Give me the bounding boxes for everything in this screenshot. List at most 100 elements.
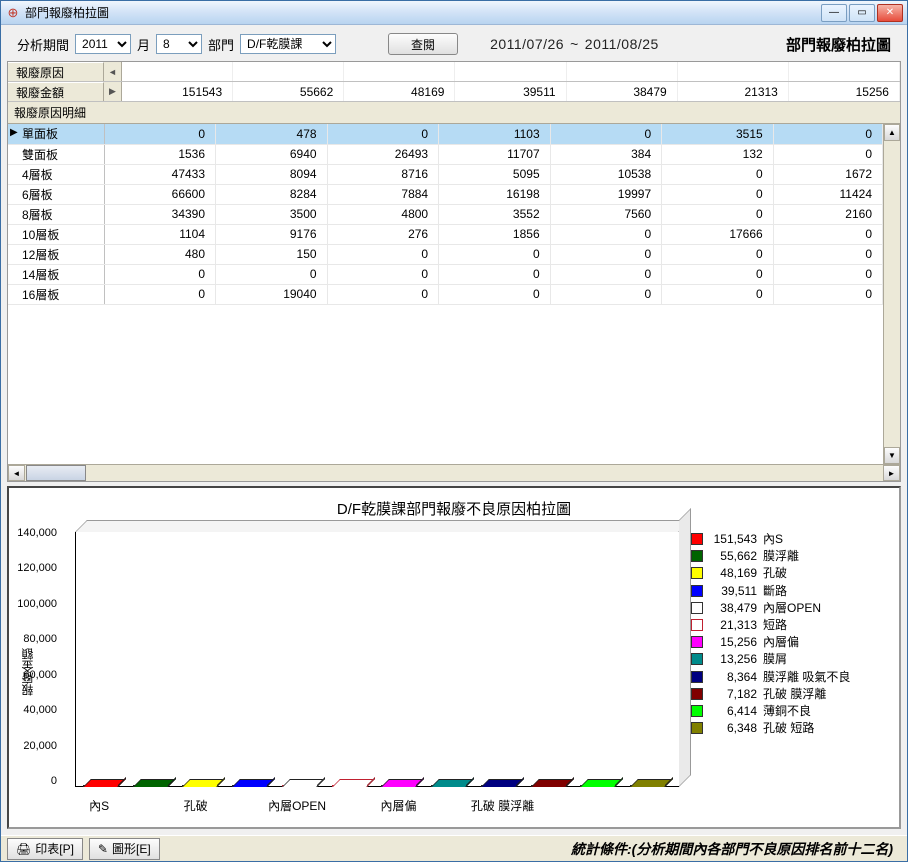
summary-reason-cell (789, 62, 900, 81)
legend-item: 13,256 膜屑 (691, 651, 891, 667)
legend-item: 21,313 短路 (691, 617, 891, 633)
xtick-label: 孔破 (172, 789, 220, 817)
month-select[interactable]: 8 (156, 34, 202, 54)
legend-swatch (691, 653, 703, 665)
legend-swatch (691, 636, 703, 648)
legend-value: 6,414 (709, 703, 757, 719)
legend-label: 內S (763, 531, 783, 547)
date-to: 2011/08/25 (585, 36, 659, 52)
scroll-down-icon[interactable]: ▼ (884, 447, 900, 464)
ytick-label: 40,000 (17, 704, 61, 716)
legend-value: 39,511 (709, 583, 757, 599)
table-row[interactable]: 10層板1104917627618560176660 (8, 224, 883, 244)
table-row[interactable]: 4層板474338094871650951053801672 (8, 164, 883, 184)
legend-item: 8,364 膜浮離 吸氣不良 (691, 669, 891, 685)
period-label: 分析期間 (17, 35, 69, 54)
horizontal-scrollbar[interactable]: ◄ ► (8, 464, 900, 481)
summary-amount-cell: 48169 (344, 82, 455, 101)
legend-label: 膜浮離 (763, 548, 799, 564)
detail-table[interactable]: 單面板▶047801103035150雙面板153669402649311707… (8, 124, 883, 305)
year-select[interactable]: 2011 (75, 34, 131, 54)
legend-item: 15,256 內層偏 (691, 634, 891, 650)
scroll-up-icon[interactable]: ▲ (884, 124, 900, 141)
chart-xaxis: 內S孔破內層OPEN內層偏孔破 膜浮離 (75, 789, 679, 817)
minimize-button[interactable]: — (821, 4, 847, 22)
dept-label: 部門 (208, 35, 234, 54)
printer-icon: 🖨 (16, 842, 31, 856)
legend-value: 151,543 (709, 531, 757, 547)
xtick-label (123, 789, 171, 817)
summary-reason-cell (122, 62, 233, 81)
legend-value: 55,662 (709, 548, 757, 564)
legend-label: 薄銅不良 (763, 703, 811, 719)
legend-label: 膜浮離 吸氣不良 (763, 669, 850, 685)
legend-item: 55,662 膜浮離 (691, 548, 891, 564)
amount-row-header: 報廢金額 (8, 82, 104, 101)
legend-label: 孔破 膜浮離 (763, 686, 826, 702)
legend-swatch (691, 550, 703, 562)
reason-row-header: 報廢原因 (8, 62, 104, 81)
legend-swatch (691, 705, 703, 717)
xtick-label (423, 789, 471, 817)
xtick-label: 內S (75, 789, 123, 817)
ytick-label: 20,000 (17, 740, 61, 752)
chart-title: D/F乾膜課部門報廢不良原因柏拉圖 (15, 498, 893, 519)
row-indicator-icon[interactable]: ▶ (104, 82, 122, 101)
chart-button[interactable]: ✎ 圖形[E] (89, 838, 160, 860)
summary-row-amount: 報廢金額 ▶ 151543556624816939511384792131315… (8, 82, 900, 102)
chart-area (75, 532, 679, 787)
legend-label: 孔破 (763, 565, 787, 581)
detail-grid: 單面板▶047801103035150雙面板153669402649311707… (8, 124, 900, 464)
legend-value: 48,169 (709, 565, 757, 581)
window-buttons: — ▭ ✕ (821, 4, 903, 22)
summary-reason-cell (678, 62, 789, 81)
maximize-button[interactable]: ▭ (849, 4, 875, 22)
query-button[interactable]: 查閱 (388, 33, 458, 55)
vertical-scrollbar[interactable]: ▲ ▼ (883, 124, 900, 464)
summary-amount-cell: 151543 (122, 82, 233, 101)
ytick-label: 120,000 (17, 562, 61, 574)
print-button[interactable]: 🖨 印表[P] (7, 838, 83, 860)
table-row[interactable]: 12層板48015000000 (8, 244, 883, 264)
legend-swatch (691, 567, 703, 579)
xtick-label (582, 789, 630, 817)
xtick-label: 孔破 膜浮離 (471, 789, 534, 817)
filter-bar: 分析期間 2011 月 8 部門 D/F乾膜課 查閱 2011/07/26 ~ … (7, 31, 901, 57)
summary-amount-cell: 15256 (789, 82, 900, 101)
titlebar: ⊕ 部門報廢柏拉圖 — ▭ ✕ (1, 1, 907, 25)
legend-label: 膜屑 (763, 651, 787, 667)
legend-value: 13,256 (709, 651, 757, 667)
ytick-label: 0 (17, 775, 61, 787)
xtick-label (534, 789, 582, 817)
ytick-label: 140,000 (17, 527, 61, 539)
condition-text: 統計條件:(分析期間內各部門不良原因排名前十二名) (166, 839, 901, 859)
scroll-thumb[interactable] (26, 465, 86, 481)
scroll-left-icon[interactable]: ◄ (104, 62, 122, 81)
table-row[interactable]: 單面板▶047801103035150 (8, 124, 883, 144)
legend-swatch (691, 722, 703, 734)
table-row[interactable]: 16層板01904000000 (8, 284, 883, 304)
month-label: 月 (137, 35, 150, 54)
scroll-left-arrow-icon[interactable]: ◄ (8, 465, 25, 481)
legend-item: 7,182 孔破 膜浮離 (691, 686, 891, 702)
summary-amount-cell: 39511 (455, 82, 566, 101)
table-row[interactable]: 14層板0000000 (8, 264, 883, 284)
legend-item: 39,511 斷路 (691, 583, 891, 599)
close-button[interactable]: ✕ (877, 4, 903, 22)
scroll-right-arrow-icon[interactable]: ► (883, 465, 900, 481)
table-row[interactable]: 8層板34390350048003552756002160 (8, 204, 883, 224)
legend-label: 內層OPEN (763, 600, 821, 616)
summary-grid: 報廢原因 ◄ 報廢金額 ▶ 15154355662481693951138479… (7, 61, 901, 482)
app-window: ⊕ 部門報廢柏拉圖 — ▭ ✕ 分析期間 2011 月 8 部門 D/F乾膜課 … (0, 0, 908, 862)
legend-swatch (691, 619, 703, 631)
legend-label: 內層偏 (763, 634, 799, 650)
legend-item: 6,348 孔破 短路 (691, 720, 891, 736)
date-sep: ~ (570, 36, 579, 52)
xtick-label: 內層偏 (374, 789, 422, 817)
table-row[interactable]: 6層板66600828478841619819997011424 (8, 184, 883, 204)
summary-reason-cell (567, 62, 678, 81)
dept-select[interactable]: D/F乾膜課 (240, 34, 336, 54)
legend-swatch (691, 533, 703, 545)
table-row[interactable]: 雙面板1536694026493117073841320 (8, 144, 883, 164)
legend-item: 6,414 薄銅不良 (691, 703, 891, 719)
